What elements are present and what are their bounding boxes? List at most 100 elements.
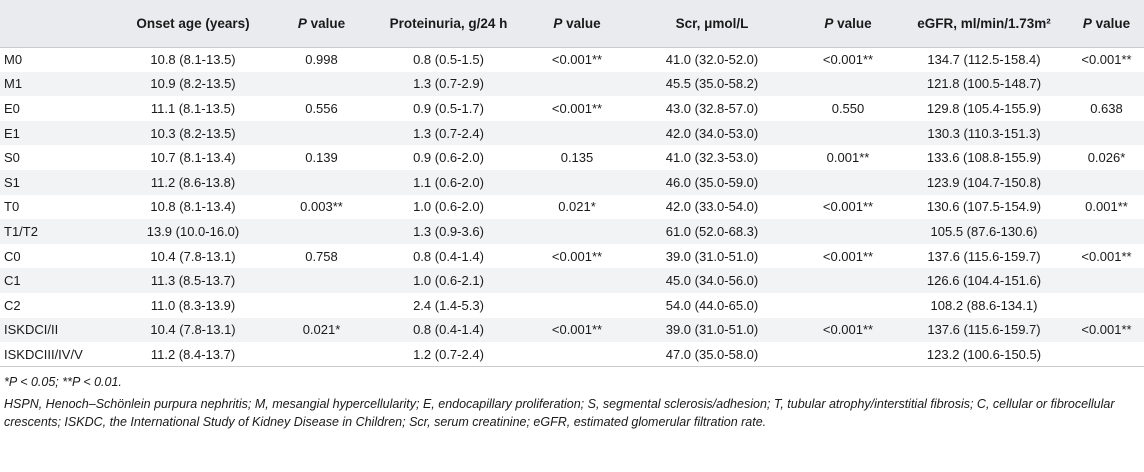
- row-label: C2: [4, 297, 21, 313]
- table-cell: 45.5 (35.0-58.2): [627, 71, 797, 97]
- table-cell: [797, 293, 899, 318]
- table-cell: [273, 169, 370, 195]
- table-cell: 1.3 (0.7-2.9): [370, 71, 527, 97]
- table-cell: 11.1 (8.1-13.5): [150, 100, 236, 116]
- row-label: M0: [4, 52, 23, 68]
- table-cell: 47.0 (35.0-58.0): [627, 342, 797, 368]
- table-cell: 10.9 (8.2-13.5): [113, 71, 273, 97]
- table-cell: <0.001**: [551, 52, 603, 68]
- table-cell: 43.0 (32.8-57.0): [665, 100, 759, 116]
- table-cell: 0.003**: [300, 199, 343, 215]
- table-row: T1/T2 13.9 (10.0-16.0) 1.3 (0.9-3.6) 61.0 (…: [0, 219, 1144, 244]
- table-footnotes: *P < 0.05; **P < 0.01. HSPN, Henoch–Schö…: [0, 367, 1144, 431]
- table-cell: [527, 268, 627, 293]
- table-row: E0 11.1 (8.1-13.5) 0.556 0.9 (0.5-1.7) <0.00…: [0, 96, 1144, 121]
- table-cell: 10.8 (8.1-13.5): [150, 52, 236, 68]
- header-cell-row-label: [0, 0, 113, 48]
- table-cell: [527, 120, 627, 146]
- table-cell: 0.556: [305, 100, 338, 116]
- table-row: C2 11.0 (8.3-13.9) 2.4 (1.4-5.3) 54.0 (44.0…: [0, 293, 1144, 318]
- table-cell: 10.3 (8.2-13.5): [113, 120, 273, 146]
- table-cell: <0.001**: [797, 317, 899, 343]
- table-cell: [527, 342, 627, 368]
- table-cell: 10.8 (8.1-13.4): [150, 199, 236, 215]
- table-cell: 11.0 (8.3-13.9): [150, 297, 236, 313]
- table-cell: [797, 120, 899, 146]
- row-label: C1: [0, 268, 113, 293]
- table-row: M0 10.8 (8.1-13.5) 0.998 0.8 (0.5-1.5) <0.00…: [0, 47, 1144, 72]
- table-cell: <0.001**: [822, 248, 874, 264]
- table-cell: [1069, 219, 1144, 244]
- table-cell: 108.2 (88.6-134.1): [930, 297, 1038, 313]
- table-cell: [1069, 169, 1144, 195]
- table-cell: 54.0 (44.0-65.0): [665, 297, 759, 313]
- table-cell: 1.0 (0.6-2.1): [370, 268, 527, 293]
- table-cell: <0.001**: [527, 317, 627, 343]
- table-cell: 10.4 (7.8-13.1): [150, 248, 236, 264]
- table-cell: [1069, 342, 1144, 368]
- table-cell: 1.2 (0.7-2.4): [370, 342, 527, 368]
- table-row: T0 10.8 (8.1-13.4) 0.003** 1.0 (0.6-2.0) 0.0…: [0, 195, 1144, 220]
- table-cell: 13.9 (10.0-16.0): [113, 219, 273, 244]
- table-cell: [797, 219, 899, 244]
- table-cell: [1069, 268, 1144, 293]
- table-cell: 0.135: [560, 150, 594, 166]
- table-cell: 126.6 (104.4-151.6): [899, 268, 1069, 293]
- table-cell: [527, 71, 627, 97]
- row-label: S0: [4, 150, 20, 166]
- table-cell: <0.001**: [1069, 317, 1144, 343]
- table-cell: 133.6 (108.8-155.9): [926, 150, 1042, 166]
- table-header: Onset age (years) P value Proteinuria, g/2…: [0, 0, 1144, 48]
- header-cell: P value: [527, 0, 627, 48]
- table-cell: 39.0 (31.0-51.0): [627, 317, 797, 343]
- header-cell: P value: [797, 0, 899, 48]
- row-label: ISKDCIII/IV/V: [0, 342, 113, 368]
- table-row: E1 10.3 (8.2-13.5) 1.3 (0.7-2.4) 42.0 (34.0…: [0, 120, 1144, 146]
- table-cell: [1069, 293, 1144, 318]
- table-cell: [527, 169, 627, 195]
- table-cell: [797, 342, 899, 368]
- header-cell: Proteinuria, g/24 h: [370, 0, 527, 48]
- table-cell: 121.8 (100.5-148.7): [899, 71, 1069, 97]
- table-cell: 1.1 (0.6-2.0): [370, 169, 527, 195]
- table-cell: 0.139: [305, 150, 338, 166]
- table-cell: 42.0 (34.0-53.0): [627, 120, 797, 146]
- table-cell: 130.3 (110.3-151.3): [899, 120, 1069, 146]
- row-label: M1: [0, 71, 113, 97]
- table-cell: 10.7 (8.1-13.4): [150, 150, 236, 166]
- table-cell: 0.001**: [826, 150, 870, 166]
- results-table: Onset age (years) P value Proteinuria, g/2…: [0, 0, 1144, 368]
- header-row: Onset age (years) P value Proteinuria, g/2…: [0, 0, 1144, 48]
- table-cell: 0.9 (0.5-1.7): [413, 100, 484, 116]
- table-cell: 11.2 (8.6-13.8): [113, 169, 273, 195]
- table-cell: 0.998: [305, 52, 338, 68]
- table-cell: 0.8 (0.4-1.4): [370, 317, 527, 343]
- table-cell: 1.3 (0.7-2.4): [370, 120, 527, 146]
- table-cell: 129.8 (105.4-155.9): [926, 100, 1042, 116]
- row-label: C0: [4, 248, 21, 264]
- table-cell: <0.001**: [551, 248, 603, 264]
- table-cell: 105.5 (87.6-130.6): [899, 219, 1069, 244]
- header-cell: P value: [273, 0, 370, 48]
- table-cell: 0.001**: [1085, 199, 1128, 215]
- table-cell: [273, 293, 370, 318]
- table-cell: 42.0 (33.0-54.0): [665, 199, 759, 215]
- table-row: S0 10.7 (8.1-13.4) 0.139 0.9 (0.6-2.0) 0.135…: [0, 145, 1144, 170]
- table-row: ISKDCI/II 10.4 (7.8-13.1) 0.021* 0.8 (0.4-1…: [0, 317, 1144, 343]
- row-label: S1: [0, 169, 113, 195]
- table-cell: 41.0 (32.0-52.0): [665, 52, 759, 68]
- table-cell: 1.0 (0.6-2.0): [413, 199, 484, 215]
- table-cell: 123.9 (104.7-150.8): [899, 169, 1069, 195]
- table-cell: 130.6 (107.5-154.9): [926, 199, 1042, 215]
- table-cell: <0.001**: [551, 100, 603, 116]
- table-cell: [273, 268, 370, 293]
- significance-note: *P < 0.05; **P < 0.01.: [4, 375, 122, 390]
- table-cell: [273, 219, 370, 244]
- table-cell: 1.3 (0.9-3.6): [370, 219, 527, 244]
- table-cell: [1069, 120, 1144, 146]
- table-row: S1 11.2 (8.6-13.8) 1.1 (0.6-2.0) 46.0 (35.0…: [0, 169, 1144, 195]
- table-cell: 0.8 (0.4-1.4): [413, 248, 484, 264]
- table-cell: 11.3 (8.5-13.7): [113, 268, 273, 293]
- table-cell: <0.001**: [822, 52, 874, 68]
- table-cell: 0.021*: [273, 317, 370, 343]
